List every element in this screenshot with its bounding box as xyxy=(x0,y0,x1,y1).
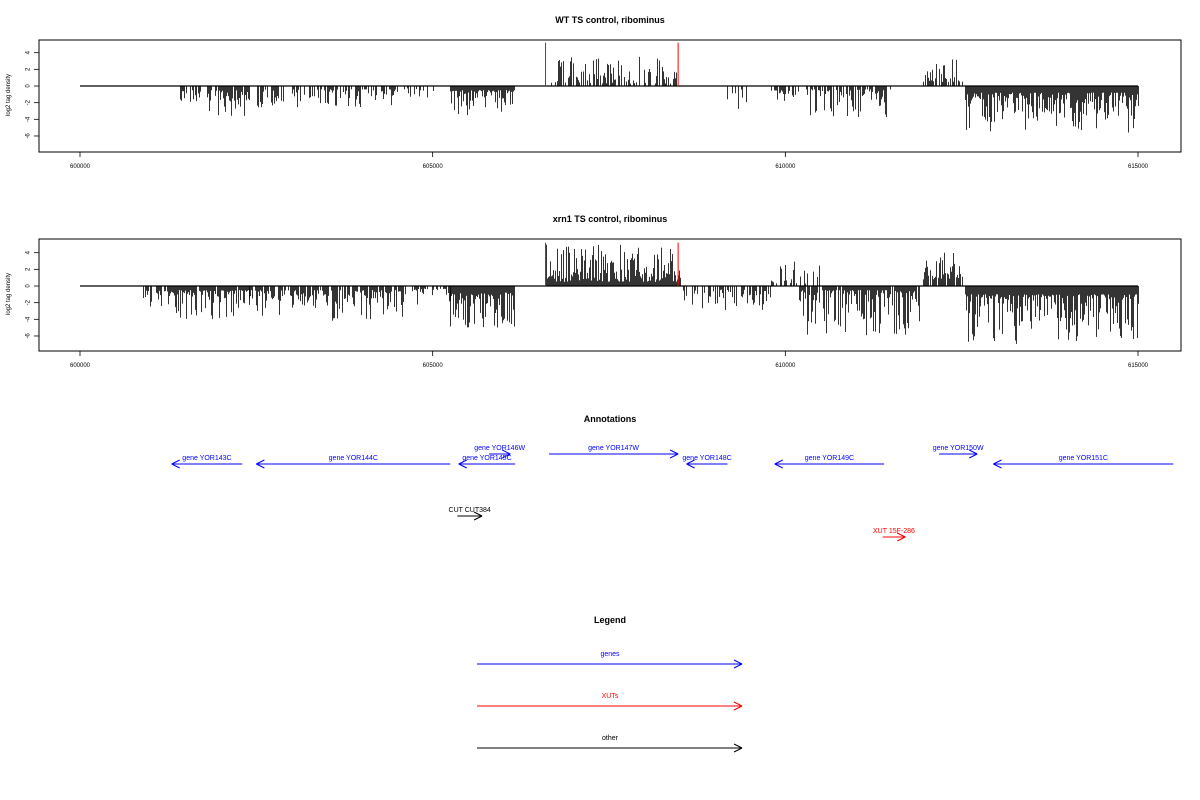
wt-density-panel: WT TS control, ribominus log2 tag densit… xyxy=(6,15,1182,170)
legend-label: genes xyxy=(600,651,620,658)
y-tick-label: 2 xyxy=(26,67,32,71)
xrn1-panel-title: xrn1 TS control, ribominus xyxy=(553,214,668,224)
annotation-features: gene YOR143C gene YOR144C gene YOR145C gene… xyxy=(171,445,1174,542)
annotation-label: CUT CUT384 xyxy=(449,507,491,514)
y-tick-label: 4 xyxy=(26,50,32,54)
annotation-arrow xyxy=(774,459,885,469)
legend-items: genes XUTs other xyxy=(477,651,743,753)
annotation-label: XUT 15F-286 xyxy=(873,528,915,535)
annotation-label: gene YOR144C xyxy=(329,455,378,462)
annotation-arrow xyxy=(549,449,679,459)
annotations-track: Annotations gene YOR143C gene YOR144C gene… xyxy=(171,414,1174,542)
annotation-arrow xyxy=(882,532,906,542)
annotation-label: gene YOR150W xyxy=(933,445,984,452)
wt-bars xyxy=(80,42,1139,133)
x-tick-label: 600000 xyxy=(70,363,91,369)
y-tick-label: -2 xyxy=(26,99,32,105)
y-tick-label: -2 xyxy=(26,299,32,305)
xrn1-y-axis-label: log2 tag density xyxy=(6,273,12,315)
annotation-label: gene YOR145C xyxy=(462,455,511,462)
legend-arrow-genes xyxy=(477,659,743,669)
y-tick-label: -4 xyxy=(26,116,32,122)
x-tick-label: 610000 xyxy=(775,164,796,170)
y-tick-label: -4 xyxy=(26,316,32,322)
annotation-arrow xyxy=(171,459,243,469)
annotation-arrow xyxy=(256,459,451,469)
y-tick-label: 4 xyxy=(26,250,32,254)
x-tick-label: 615000 xyxy=(1128,363,1149,369)
annotation-arrow xyxy=(458,459,516,469)
annotation-arrow xyxy=(993,459,1174,469)
annotation-arrow xyxy=(489,449,511,459)
annotation-label: gene YOR147W xyxy=(588,445,639,452)
x-tick-label: 610000 xyxy=(775,363,796,369)
annotation-label: gene YOR146W xyxy=(474,445,525,452)
x-tick-label: 600000 xyxy=(70,164,91,170)
wt-axes: 4 2 0 -2 -4 -6 600000 605000 610000 615000 xyxy=(26,50,1149,170)
annotation-label: gene YOR143C xyxy=(182,455,231,462)
y-tick-label: 0 xyxy=(26,284,32,288)
legend-label: other xyxy=(602,735,619,742)
wt-plot-frame xyxy=(38,39,1182,153)
xrn1-density-panel: xrn1 TS control, ribominus log2 tag dens… xyxy=(6,214,1182,369)
annotation-arrow xyxy=(686,459,728,469)
annotation-arrow xyxy=(457,511,483,521)
x-tick-label: 615000 xyxy=(1128,164,1149,170)
annotations-title: Annotations xyxy=(584,414,637,424)
wt-panel-title: WT TS control, ribominus xyxy=(555,15,665,25)
y-tick-label: -6 xyxy=(26,133,32,139)
legend-title: Legend xyxy=(594,615,626,625)
x-tick-label: 605000 xyxy=(423,363,444,369)
annotation-label: gene YOR151C xyxy=(1059,455,1108,462)
legend: Legend genes XUTs other xyxy=(477,615,743,753)
xrn1-plot-frame xyxy=(38,238,1182,352)
y-tick-label: -6 xyxy=(26,333,32,339)
y-tick-label: 0 xyxy=(26,84,32,88)
x-tick-label: 605000 xyxy=(423,164,444,170)
y-tick-label: 2 xyxy=(26,267,32,271)
wt-y-axis-label: log2 tag density xyxy=(6,74,12,116)
legend-label: XUTs xyxy=(602,693,619,700)
xrn1-bars xyxy=(80,242,1139,344)
annotation-label: gene YOR149C xyxy=(805,455,854,462)
annotation-arrow xyxy=(939,449,978,459)
legend-arrow-xuts xyxy=(477,701,743,711)
legend-arrow-other xyxy=(477,743,743,753)
xrn1-axes: 4 2 0 -2 -4 -6 600000 605000 610000 615000 xyxy=(26,250,1149,369)
annotation-label: gene YOR148C xyxy=(682,455,731,462)
